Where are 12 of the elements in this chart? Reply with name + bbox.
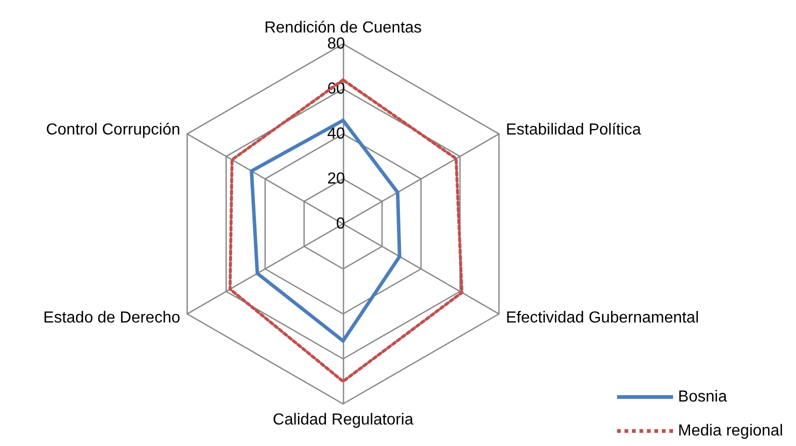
spoke-label: Estabilidad Política bbox=[506, 121, 642, 138]
y-tick-label: 20 bbox=[327, 170, 346, 188]
legend-label: Bosnia bbox=[678, 388, 728, 406]
y-tick-label: 40 bbox=[327, 125, 346, 142]
spoke-label: Estado de Derecho bbox=[43, 309, 180, 326]
spoke-label: Rendición de Cuentas bbox=[264, 19, 422, 36]
y-tick-label: 0 bbox=[336, 215, 346, 232]
spoke-label: Efectividad Gubernamental bbox=[506, 309, 699, 326]
spoke-label: Calidad Regulatoria bbox=[272, 411, 414, 428]
spoke-label: Control Corrupción bbox=[46, 121, 180, 138]
legend-label: Media regional bbox=[678, 422, 783, 440]
y-tick-label: 80 bbox=[327, 35, 346, 52]
